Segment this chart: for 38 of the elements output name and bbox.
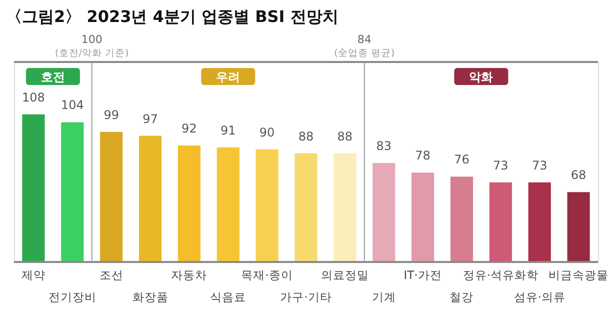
x-tick-label: 정유·석유화학: [462, 268, 538, 282]
x-tick-label: 목재·종이: [241, 268, 293, 282]
x-tick-label: 전기장비: [48, 290, 96, 304]
data-label: 90: [259, 125, 275, 140]
data-label: 88: [298, 129, 314, 144]
x-tick-label: 조선: [99, 268, 124, 282]
x-tick-label: 화장품: [132, 290, 168, 304]
data-label: 91: [220, 123, 236, 138]
x-tick-label: 철강: [450, 290, 474, 304]
x-tick-label: 가구·기타: [280, 290, 332, 304]
data-label: 92: [182, 121, 197, 136]
data-label: 78: [415, 148, 430, 163]
chart-title: 〈그림2〉 2023년 4분기 업종별 BSI 전망치: [6, 7, 338, 26]
x-tick-label: 제약: [21, 268, 46, 282]
data-label: 104: [60, 98, 84, 112]
text: 우려: [216, 70, 240, 84]
text: 100: [81, 33, 102, 46]
data-label: 83: [376, 138, 392, 153]
text: 84: [357, 33, 372, 46]
text: 악화: [469, 70, 494, 84]
data-label: 76: [454, 152, 470, 167]
x-tick-label: 식음료: [210, 290, 246, 304]
x-tick-label: 기계: [372, 290, 396, 304]
x-tick-label: 비금속광물: [548, 268, 609, 282]
x-tick-label: 자동차: [171, 268, 208, 282]
data-label: 73: [493, 158, 508, 172]
data-label: 108: [22, 90, 45, 104]
data-label: 88: [337, 129, 353, 144]
data-label: 73: [532, 158, 548, 172]
x-tick-label: 섬유·의류: [514, 290, 566, 304]
text: (호전/악화 기준): [55, 48, 129, 59]
x-tick-label: IT·가전: [404, 268, 442, 282]
x-tick-label: 의료정밀: [320, 268, 369, 282]
data-label: 99: [104, 108, 119, 122]
text: 호전: [40, 70, 65, 84]
text: (全업종 평균): [334, 47, 395, 59]
data-label: 68: [570, 168, 586, 182]
data-label: 97: [142, 112, 158, 126]
